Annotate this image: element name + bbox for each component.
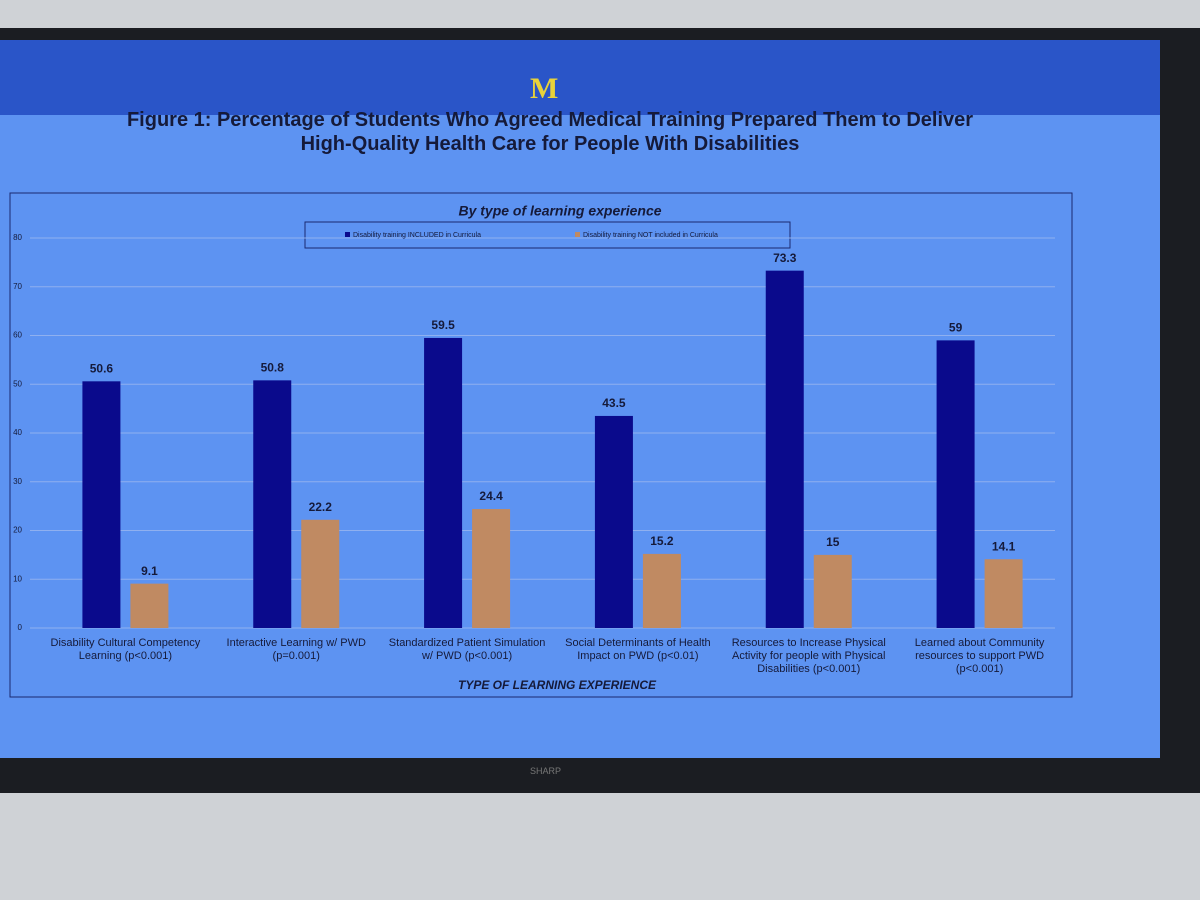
legend-swatch: [345, 232, 350, 237]
value-label: 14.1: [992, 539, 1016, 553]
value-label: 15: [826, 535, 840, 549]
y-tick-label: 10: [13, 574, 22, 583]
y-tick-label: 30: [13, 477, 22, 486]
chart-title: Figure 1: Percentage of Students Who Agr…: [126, 109, 974, 155]
logo: M: [530, 72, 559, 105]
value-label: 50.8: [261, 361, 285, 375]
bar: [984, 559, 1023, 628]
bar: [130, 583, 169, 628]
x-tick-label: Interactive Learning w/ PWD (p=0.001): [226, 637, 366, 662]
bar: [472, 509, 511, 628]
y-tick-label: 0: [18, 623, 23, 632]
value-label: 9.1: [141, 564, 158, 578]
value-label: 73.3: [773, 251, 797, 265]
chart-subtitle: By type of learning experience: [458, 203, 661, 219]
bar: [594, 415, 633, 628]
bar: [253, 380, 292, 628]
y-tick-label: 50: [13, 379, 22, 388]
y-tick-label: 20: [13, 526, 22, 535]
bar: [424, 337, 463, 628]
bar: [936, 340, 975, 628]
bar: [642, 553, 681, 628]
x-tick-label: Disability Cultural Competency Learning …: [50, 637, 201, 662]
bar: [301, 519, 340, 628]
value-label: 43.5: [602, 396, 626, 410]
value-label: 24.4: [479, 489, 503, 503]
y-tick-label: 40: [13, 428, 22, 437]
value-label: 59.5: [431, 318, 455, 332]
value-label: 59: [949, 321, 963, 335]
banner: M: [0, 40, 1160, 115]
bar: [813, 554, 852, 628]
legend-label: Disability training NOT included in Curr…: [583, 232, 718, 239]
value-label: 15.2: [650, 534, 674, 548]
legend-swatch: [575, 232, 580, 237]
value-label: 50.6: [90, 361, 114, 375]
x-tick-label: Resources to Increase Physical Activity …: [731, 637, 886, 675]
brand: SHARP: [530, 766, 562, 776]
chart-frame: [9, 192, 1073, 698]
value-label: 22.2: [309, 500, 333, 514]
x-tick-label: Standardized Patient Simulation w/ PWD (…: [388, 637, 546, 662]
x-tick-label: Learned about Community resources to sup…: [914, 637, 1045, 675]
legend-label: Disability training INCLUDED in Curricul…: [353, 232, 481, 239]
bar: [82, 381, 121, 628]
y-tick-label: 80: [13, 233, 22, 242]
x-axis-title: TYPE OF LEARNING EXPERIENCE: [458, 678, 657, 692]
y-tick-label: 60: [13, 331, 22, 340]
x-tick-label: Social Determinants of Health Impact on …: [565, 637, 711, 662]
legend-box: [304, 221, 791, 249]
bar: [765, 270, 804, 628]
y-tick-label: 70: [13, 282, 22, 291]
